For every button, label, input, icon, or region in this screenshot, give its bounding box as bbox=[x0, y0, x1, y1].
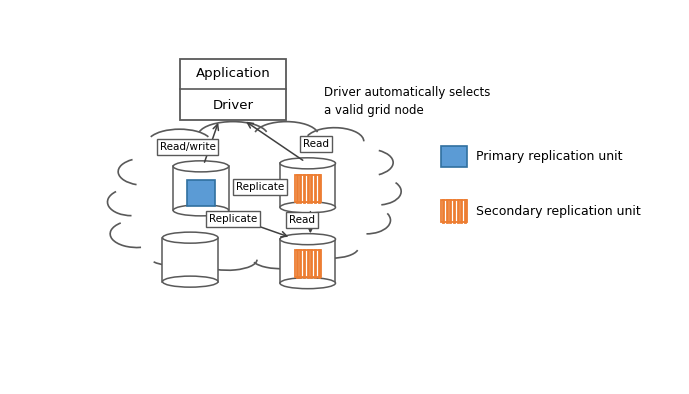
Bar bbox=[187, 180, 215, 206]
Text: Replicate: Replicate bbox=[209, 214, 257, 224]
Ellipse shape bbox=[280, 234, 336, 245]
FancyBboxPatch shape bbox=[280, 164, 336, 207]
Ellipse shape bbox=[163, 276, 218, 287]
Text: Primary replication unit: Primary replication unit bbox=[477, 150, 623, 163]
FancyBboxPatch shape bbox=[163, 238, 218, 282]
Ellipse shape bbox=[280, 278, 336, 289]
Bar bbox=[295, 250, 320, 277]
Text: Secondary replication unit: Secondary replication unit bbox=[477, 204, 641, 217]
Ellipse shape bbox=[173, 205, 229, 216]
FancyBboxPatch shape bbox=[280, 239, 336, 283]
Text: Driver automatically selects
a valid grid node: Driver automatically selects a valid gri… bbox=[324, 86, 490, 117]
Text: Application: Application bbox=[196, 67, 270, 80]
Text: Read: Read bbox=[289, 215, 316, 225]
Bar bbox=[295, 175, 320, 202]
Bar bbox=[441, 200, 467, 222]
Text: Driver: Driver bbox=[212, 99, 254, 112]
Bar bbox=[441, 145, 467, 167]
FancyBboxPatch shape bbox=[173, 166, 229, 210]
Ellipse shape bbox=[173, 161, 229, 172]
Text: Read/write: Read/write bbox=[160, 141, 216, 152]
Ellipse shape bbox=[280, 158, 336, 169]
Ellipse shape bbox=[280, 202, 336, 213]
Ellipse shape bbox=[163, 232, 218, 243]
Text: Read: Read bbox=[302, 139, 329, 149]
Text: Replicate: Replicate bbox=[236, 182, 284, 192]
FancyBboxPatch shape bbox=[180, 59, 287, 120]
